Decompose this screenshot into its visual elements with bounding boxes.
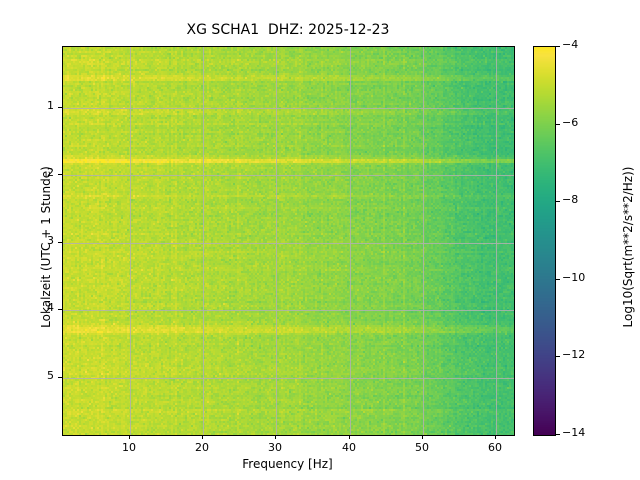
- colorbar-tick-label: −12: [562, 348, 586, 361]
- spectrogram-axes[interactable]: [62, 46, 515, 436]
- y-tick-label: 4: [47, 301, 54, 314]
- colorbar-tick-label: −14: [562, 426, 586, 439]
- colorbar-tick-mark: [556, 201, 560, 202]
- x-axis-label: Frequency [Hz]: [242, 457, 333, 471]
- x-tick-mark: [202, 435, 203, 439]
- x-tick-label: 50: [415, 441, 429, 454]
- x-tick-label: 60: [488, 441, 502, 454]
- page-title: XG SCHA1 DHZ: 2025-12-23: [186, 22, 390, 38]
- colorbar-tick-label: −4: [562, 38, 579, 51]
- gridline-horizontal: [63, 378, 514, 379]
- y-tick-mark: [58, 242, 62, 243]
- colorbar[interactable]: [533, 46, 556, 436]
- colorbar-tick-mark: [556, 124, 560, 125]
- colorbar-tick-mark: [556, 279, 560, 280]
- gridline-vertical: [203, 47, 204, 435]
- y-tick-mark: [58, 107, 62, 108]
- y-tick-mark: [58, 174, 62, 175]
- colorbar-tick-mark: [556, 46, 560, 47]
- colorbar-tick-mark: [556, 434, 560, 435]
- colorbar-gradient: [534, 47, 555, 435]
- colorbar-tick-label: −6: [562, 116, 579, 129]
- x-tick-label: 30: [268, 441, 282, 454]
- y-tick-mark: [58, 309, 62, 310]
- spectrogram-image: [63, 47, 514, 435]
- x-tick-mark: [129, 435, 130, 439]
- gridline-vertical: [496, 47, 497, 435]
- y-axis-label: Lokalzeit (UTC + 1 Stunde): [39, 166, 53, 328]
- colorbar-tick-label: −10: [562, 271, 586, 284]
- colorbar-tick-label: −8: [562, 193, 579, 206]
- y-tick-label: 5: [47, 369, 54, 382]
- gridline-vertical: [276, 47, 277, 435]
- gridline-horizontal: [63, 243, 514, 244]
- gridline-vertical: [130, 47, 131, 435]
- x-tick-mark: [275, 435, 276, 439]
- y-tick-label: 2: [47, 166, 54, 179]
- gridline-horizontal: [63, 175, 514, 176]
- y-tick-label: 3: [47, 234, 54, 247]
- x-tick-label: 20: [195, 441, 209, 454]
- x-tick-mark: [422, 435, 423, 439]
- x-tick-label: 40: [342, 441, 356, 454]
- x-tick-mark: [495, 435, 496, 439]
- gridline-horizontal: [63, 108, 514, 109]
- x-tick-mark: [349, 435, 350, 439]
- y-tick-label: 1: [47, 99, 54, 112]
- colorbar-label: Log10(Sqrt(m**2/s**2/Hz)): [621, 166, 635, 328]
- gridline-horizontal: [63, 310, 514, 311]
- gridline-vertical: [423, 47, 424, 435]
- colorbar-tick-mark: [556, 356, 560, 357]
- x-tick-label: 10: [122, 441, 136, 454]
- y-tick-mark: [58, 377, 62, 378]
- gridline-vertical: [350, 47, 351, 435]
